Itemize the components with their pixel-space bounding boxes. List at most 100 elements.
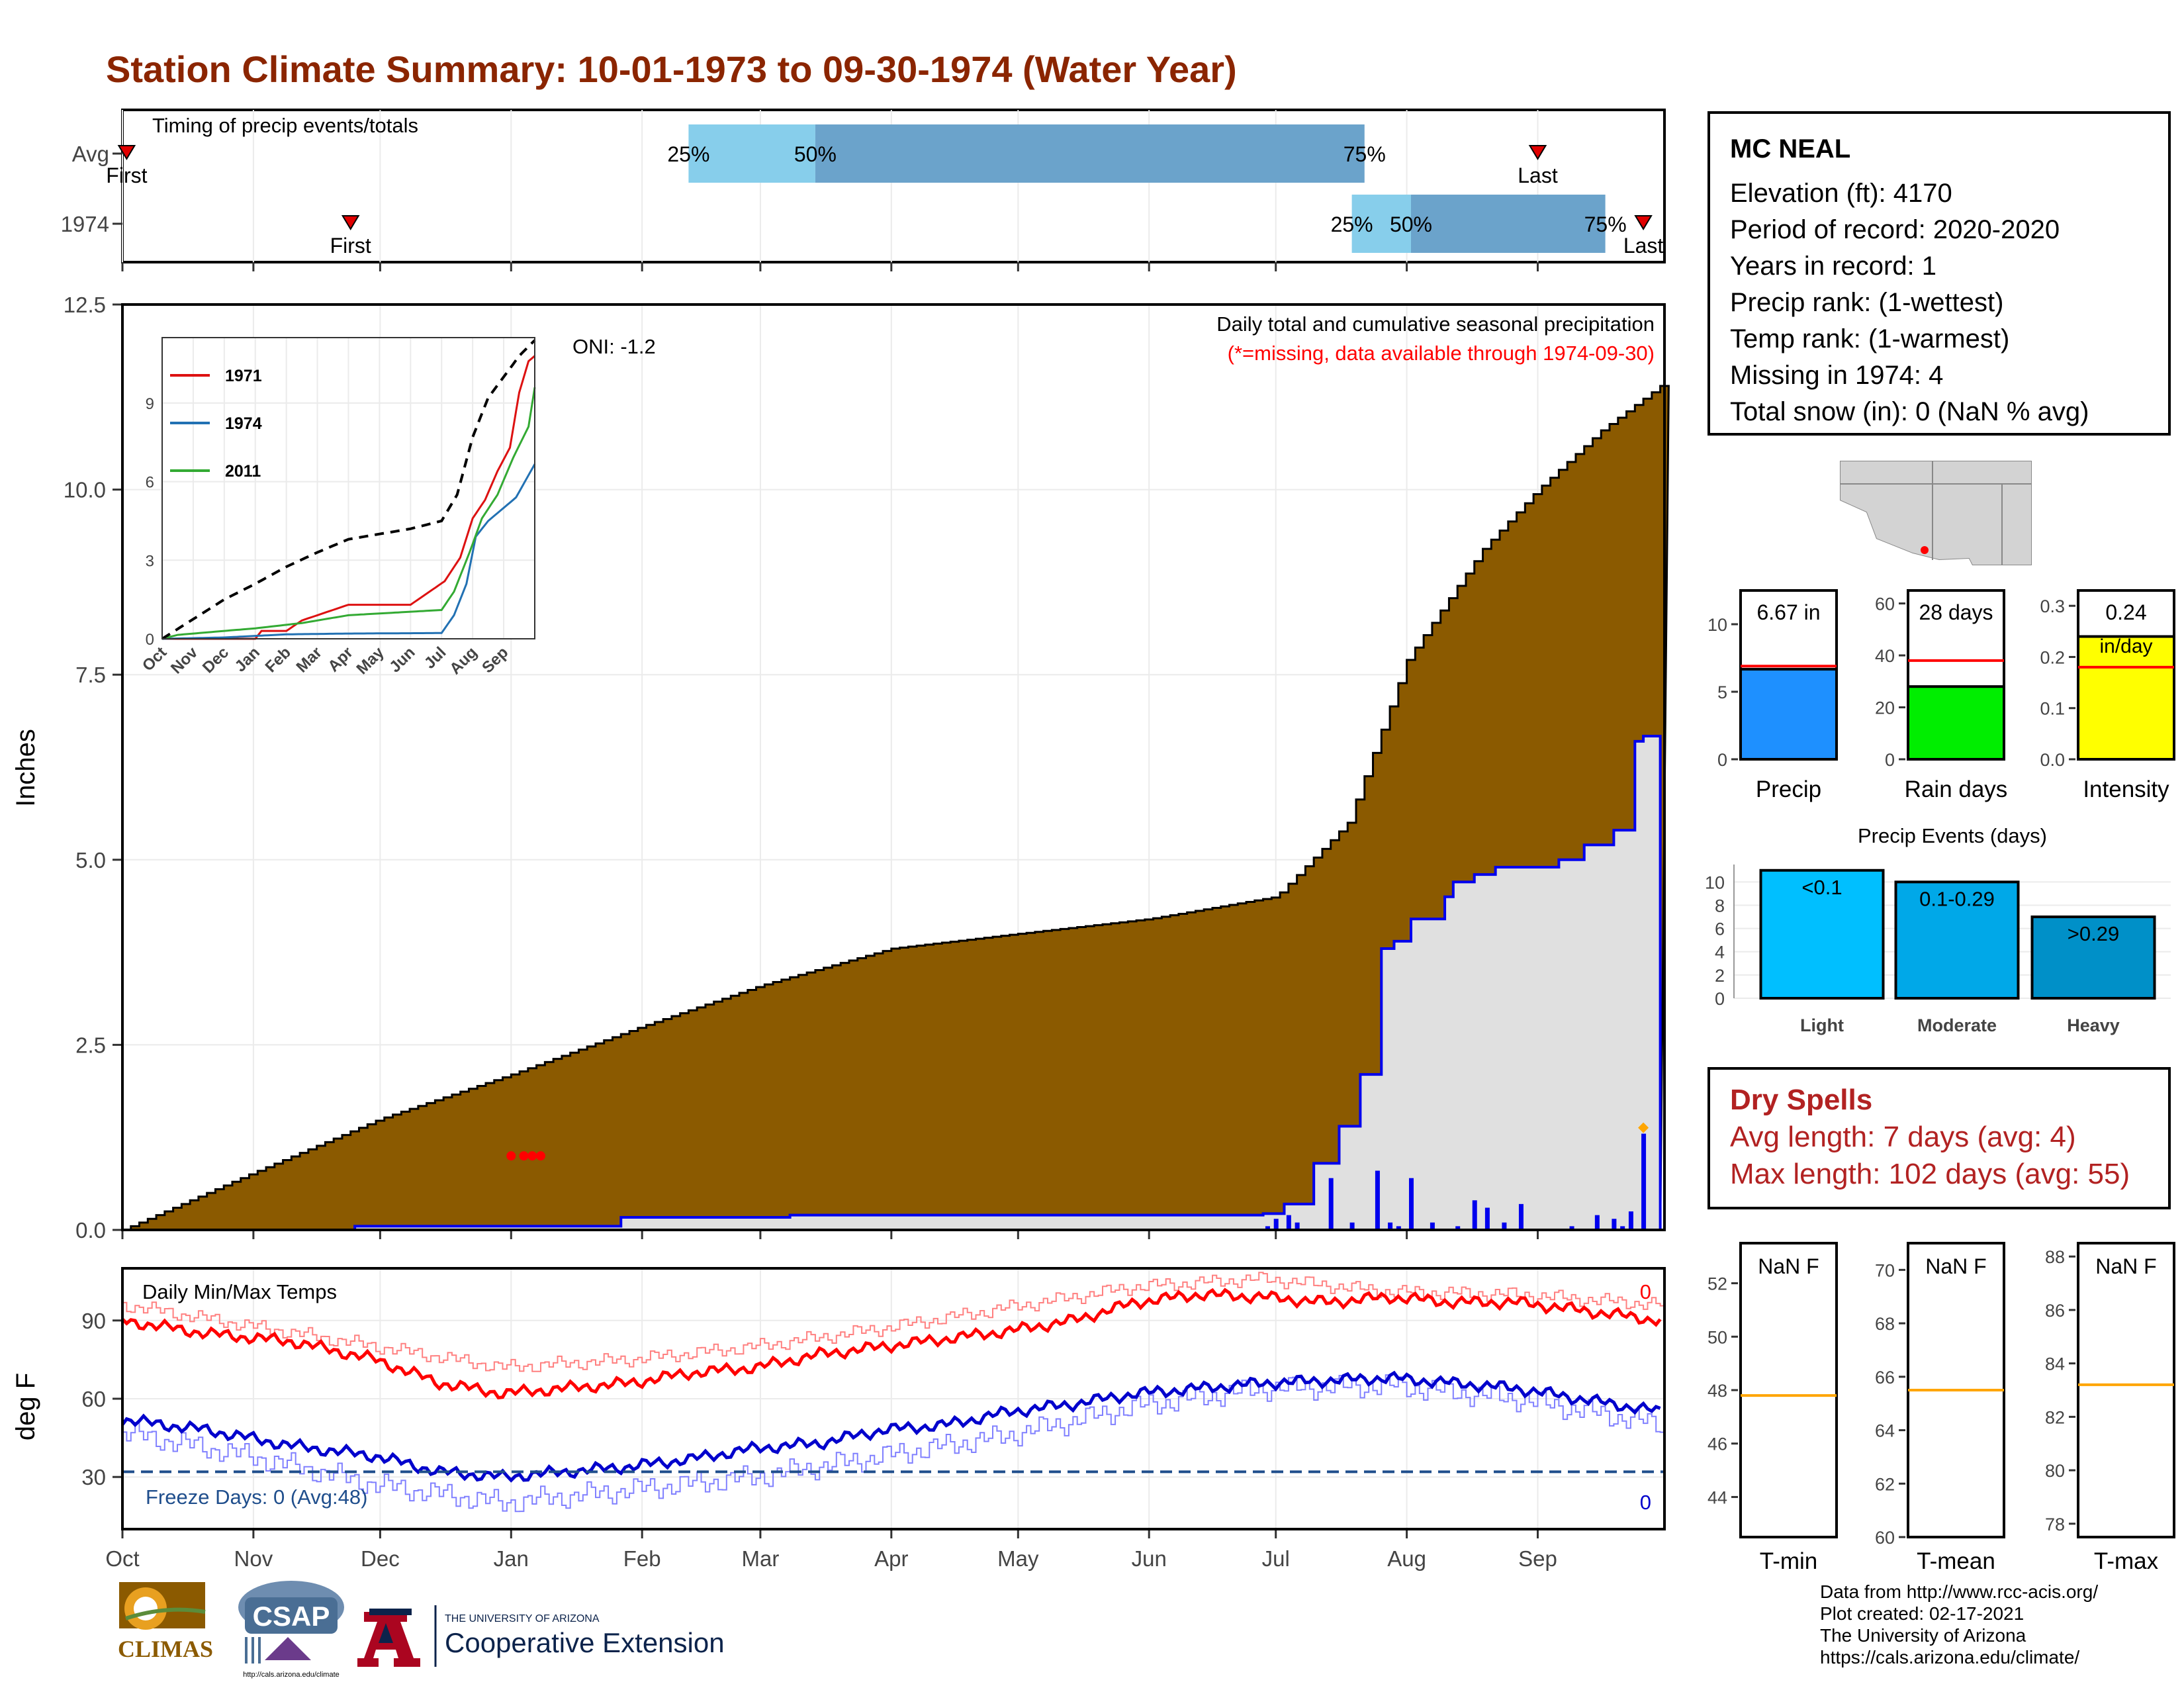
summary-title: Precip bbox=[1756, 776, 1821, 802]
temp-xtick-label: Sep bbox=[1518, 1546, 1557, 1571]
tsum-ytick-label: 66 bbox=[1875, 1368, 1895, 1387]
station-temp-rank: Temp rank: (1-warmest) bbox=[1730, 324, 2010, 353]
daily-precip-bar bbox=[1569, 1226, 1574, 1230]
timeline-box-q50-q75 bbox=[1410, 195, 1606, 253]
summary-bars: 0 5 10 6.67 in Precip 0 20 40 60 28 days Rain days… bbox=[1707, 589, 2175, 802]
temp-ytick-label: 60 bbox=[81, 1387, 106, 1411]
precip-ytick-label: 7.5 bbox=[75, 663, 106, 687]
missing-day-marker bbox=[519, 1151, 529, 1161]
daily-precip-bar bbox=[1295, 1222, 1300, 1230]
inset-series-line bbox=[161, 339, 536, 640]
station-years: Years in record: 1 bbox=[1730, 252, 1937, 281]
csap-logo: CSAP http://cals.arizona.edu/climate bbox=[238, 1581, 344, 1679]
tsum-title: T-mean bbox=[1917, 1548, 1995, 1574]
events-bar-label: 0.1-0.29 bbox=[1919, 887, 1995, 910]
summary-value-label: 6.67 in bbox=[1756, 600, 1820, 624]
csap-logo-url: http://cals.arizona.edu/climate bbox=[243, 1671, 340, 1679]
timeline-last-label: Last bbox=[1518, 164, 1558, 187]
inset-legend-label: 2011 bbox=[225, 462, 261, 481]
missing-day-marker bbox=[506, 1151, 516, 1161]
summary-value-label: 0.24 bbox=[2105, 600, 2146, 624]
temp-xtick-label: Aug bbox=[1387, 1546, 1426, 1571]
summary-ytick-label: 0 bbox=[1717, 750, 1727, 770]
tmax-avg-line bbox=[122, 1272, 1664, 1372]
inset-ytick-label: 0 bbox=[146, 631, 154, 649]
events-title: Precip Events (days) bbox=[1858, 824, 2047, 847]
timeline-last-marker bbox=[1634, 215, 1653, 230]
summary-ytick-label: 60 bbox=[1875, 594, 1895, 614]
timeline-box-q50-q75 bbox=[815, 124, 1365, 183]
dry-spells-box: Dry Spells Avg length: 7 days (avg: 4) M… bbox=[1707, 1067, 2171, 1209]
climas-logo-text: CLIMAS bbox=[118, 1636, 213, 1662]
events-category-label: Light bbox=[1800, 1015, 1844, 1035]
timing-chart: Timing of precip events/totals Avg 25% 50% 7… bbox=[0, 106, 1666, 271]
latest-day-marker bbox=[1638, 1122, 1649, 1133]
tmin-avg-line bbox=[122, 1374, 1664, 1513]
daily-precip-bar bbox=[1388, 1222, 1393, 1230]
temp-xtick-label: Jun bbox=[1132, 1546, 1167, 1571]
daily-precip-bar bbox=[1455, 1226, 1461, 1230]
summary-value-unit: in/day bbox=[2099, 635, 2152, 657]
daily-precip-bar bbox=[1349, 1222, 1355, 1230]
tsum-ytick-label: 64 bbox=[1875, 1421, 1895, 1441]
summary-ytick-label: 5 bbox=[1717, 682, 1727, 702]
station-info-box: MC NEAL Elevation (ft): 4170 Period of r… bbox=[1707, 111, 2171, 436]
timeline-first-marker bbox=[341, 215, 360, 230]
tmin-line bbox=[121, 1370, 1661, 1483]
tsum-ytick-label: 46 bbox=[1707, 1434, 1727, 1454]
timeline-box-q25-q50 bbox=[1351, 195, 1411, 253]
daily-precip-bar bbox=[1396, 1226, 1401, 1230]
tsum-title: T-max bbox=[2094, 1548, 2159, 1574]
dry-spells-avg: Avg length: 7 days (avg: 4) bbox=[1730, 1121, 2076, 1153]
timeline-q75-label: 75% bbox=[1343, 142, 1386, 166]
summary-title: Intensity bbox=[2083, 776, 2169, 802]
inset-series-line bbox=[161, 387, 536, 640]
precip-events-chart: Precip Events (days) 0 2 4 6 8 10 <0.1 Light 0.1-… bbox=[1705, 824, 2171, 1035]
temp-xtick-label: Nov bbox=[234, 1546, 273, 1571]
freeze-days-label: Freeze Days: 0 (Avg:48) bbox=[146, 1485, 367, 1509]
missing-day-marker bbox=[535, 1151, 545, 1161]
tsum-ytick-label: 52 bbox=[1707, 1274, 1727, 1294]
daily-precip-bar bbox=[1273, 1219, 1279, 1230]
temp-xtick-label: Feb bbox=[623, 1546, 661, 1571]
tsum-title: T-min bbox=[1760, 1548, 1818, 1574]
precip-chart-subtitle: (*=missing, data available through 1974-… bbox=[1228, 342, 1655, 365]
station-name: MC NEAL bbox=[1730, 134, 1851, 164]
tsum-ytick-label: 48 bbox=[1707, 1381, 1727, 1401]
csap-logo-text: CSAP bbox=[253, 1601, 330, 1632]
credit-url: https://cals.arizona.edu/climate/ bbox=[1820, 1647, 2080, 1667]
tsum-ytick-label: 68 bbox=[1875, 1314, 1895, 1334]
precip-ytick-label: 5.0 bbox=[75, 848, 106, 872]
temp-summary-bars: 44 46 48 50 52 NaN F T-min 60 62 64 66 68 70 NaN F T-m… bbox=[1707, 1242, 2175, 1574]
page-title: Station Climate Summary: 10-01-1973 to 0… bbox=[106, 48, 1237, 90]
temp-xtick-label: Dec bbox=[361, 1546, 400, 1571]
tsum-ytick-label: 70 bbox=[1875, 1260, 1895, 1280]
count-above-label: 0 bbox=[1640, 1280, 1651, 1303]
daily-precip-bar bbox=[1472, 1200, 1477, 1230]
tsum-frame bbox=[2077, 1242, 2175, 1538]
temp-xtick-label: Apr bbox=[874, 1546, 908, 1571]
dry-spells-title: Dry Spells bbox=[1730, 1084, 1873, 1116]
summary-ytick-label: 0 bbox=[1885, 750, 1895, 770]
climas-logo: CLIMAS bbox=[118, 1582, 213, 1662]
tsum-ytick-label: 88 bbox=[2045, 1247, 2065, 1267]
temp-xtick-label: Oct bbox=[105, 1546, 139, 1571]
timeline-spacer bbox=[0, 106, 121, 262]
summary-title: Rain days bbox=[1905, 776, 2008, 802]
timeline-first-marker bbox=[117, 145, 136, 160]
temp-chart: 30 60 90 Oct Nov Dec Jan Feb Mar Apr May Jun Jul Aug S… bbox=[11, 1267, 1666, 1571]
summary-ytick-label: 0.3 bbox=[2040, 596, 2065, 616]
credits: Data from http://www.rcc-acis.org/ Plot … bbox=[1820, 1581, 2098, 1668]
cumulative-1974-area bbox=[122, 735, 1662, 1231]
timeline-q25-label: 25% bbox=[667, 142, 709, 166]
timeline-first-label: First bbox=[106, 164, 147, 187]
inset-ytick-label: 9 bbox=[146, 395, 154, 413]
inset-legend-label: 1974 bbox=[225, 414, 262, 433]
tsum-ytick-label: 82 bbox=[2045, 1407, 2065, 1427]
events-ytick-label: 10 bbox=[1705, 872, 1725, 892]
summary-ytick-label: 20 bbox=[1875, 698, 1895, 718]
events-ytick-label: 0 bbox=[1715, 989, 1725, 1009]
tsum-value-label: NaN F bbox=[2095, 1254, 2156, 1278]
events-bar bbox=[1759, 868, 1885, 1000]
timeline-q25-label: 25% bbox=[1331, 212, 1373, 236]
